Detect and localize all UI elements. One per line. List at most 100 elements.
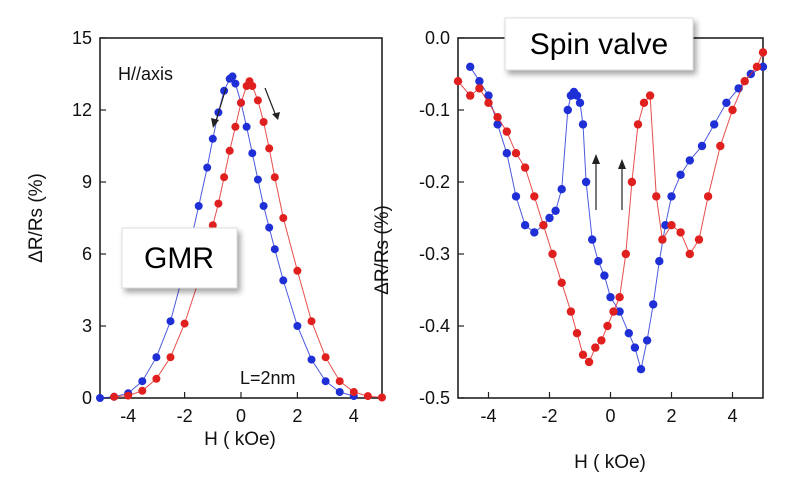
- spin-valve-x-axis-label: H ( kOe): [574, 452, 646, 473]
- gmr-series-1-point: [248, 149, 257, 158]
- gmr-x-tick-label: 4: [349, 406, 359, 426]
- spin-valve-series-2-point: [530, 192, 539, 201]
- spin-valve-series-1-point: [511, 192, 521, 201]
- spin-valve-x-tick-label: -4: [480, 406, 496, 426]
- gmr-series-1-point: [253, 175, 262, 184]
- spin-valve-x-tick-label: -2: [541, 406, 557, 426]
- gmr-series-1-point: [270, 245, 279, 254]
- spin-valve-series-2-point: [484, 98, 493, 108]
- spin-valve-series-2-point: [676, 228, 685, 237]
- spin-valve-series-1-point: [484, 91, 493, 100]
- spin-valve-series-1-point: [676, 170, 685, 179]
- gmr-series-1-point: [96, 394, 104, 402]
- spin-valve-series-1-point: [581, 177, 591, 187]
- gmr-series-1-point: [279, 276, 288, 285]
- switch-arrow-left-head-icon: [592, 154, 600, 164]
- spin-valve-series-1-point: [661, 221, 670, 230]
- spin-valve-series-2-point: [578, 350, 588, 359]
- spin-valve-series-1-point: [600, 271, 609, 280]
- gmr-series-1-point: [228, 72, 237, 81]
- gmr-series-2-point: [378, 393, 386, 402]
- gmr-series-2-point: [279, 214, 288, 222]
- gmr-series-1-point: [259, 202, 268, 210]
- spin-valve-y-tick-label: -0.3: [419, 244, 450, 264]
- spin-valve-series-2-point: [493, 113, 502, 122]
- gmr-x-tick-label: 2: [292, 406, 302, 426]
- gmr-series-1-point: [265, 223, 274, 232]
- spin-valve-series-1-point: [655, 257, 664, 266]
- spin-valve-series-1-point: [575, 98, 585, 108]
- gmr-series-2-point: [180, 319, 189, 328]
- field-direction-label: H//axis: [118, 64, 173, 84]
- spin-valve-series-1-point: [557, 185, 566, 194]
- gmr-series-2-point: [253, 96, 262, 105]
- gmr-series-2-point: [248, 82, 257, 90]
- spin-valve-series-1-point: [466, 62, 475, 71]
- gmr-panel: -4 -2 0 2 4 0 3 6 9 12 15 H ( kOe) ΔR/Rs (%) H//ax…: [26, 28, 386, 450]
- spin-valve-x-tick-label: 4: [727, 406, 737, 426]
- spin-valve-series-2-point: [609, 307, 618, 316]
- spin-valve-series-2-point: [597, 336, 606, 345]
- gmr-series-1-point: [194, 202, 203, 210]
- spin-valve-series-1-point: [636, 365, 646, 374]
- thickness-label: L=2nm: [240, 368, 296, 388]
- spin-valve-x-tick-label: 0: [605, 406, 615, 426]
- spin-valve-series-1-point: [642, 336, 652, 345]
- gmr-y-tick-label: 6: [82, 244, 92, 264]
- gmr-x-tick-label: 0: [236, 406, 246, 426]
- gmr-series-1-point: [231, 79, 240, 88]
- gmr-series-1-point: [321, 377, 330, 386]
- spin-valve-series-1-point: [710, 120, 719, 129]
- gmr-series-2-point: [349, 388, 358, 396]
- spin-valve-series-1-point: [758, 62, 768, 71]
- gmr-series-2-point: [220, 173, 229, 182]
- gmr-y-tick-label: 3: [82, 316, 92, 336]
- spin-valve-series-2-point: [633, 120, 643, 129]
- spin-valve-series-2-point: [621, 249, 630, 259]
- gmr-series-1-point: [242, 122, 251, 131]
- gmr-x-axis-label: H ( kOe): [204, 429, 276, 450]
- spin-valve-series-2-point: [652, 192, 661, 201]
- spin-valve-y-tick-label: -0.4: [419, 316, 450, 336]
- spin-valve-series-2-point: [645, 91, 655, 100]
- spin-valve-series-2-point: [591, 343, 600, 352]
- spin-valve-series-2-point: [572, 329, 582, 338]
- spin-valve-series-1-point: [697, 141, 707, 151]
- spin-valve-series-1-point: [588, 235, 597, 244]
- spin-valve-series-2-point: [466, 91, 475, 100]
- spin-valve-series-2-line: [457, 52, 764, 363]
- spin-valve-data-series: [453, 48, 768, 374]
- spin-valve-series-1-point: [667, 192, 676, 201]
- spin-valve-series-2-point: [694, 235, 704, 244]
- gmr-series-1-point: [335, 388, 344, 396]
- spin-valve-series-1-point: [685, 156, 694, 165]
- spin-valve-series-2-point: [520, 163, 530, 172]
- spin-valve-series-2-point: [728, 105, 737, 115]
- spin-valve-series-1-line: [469, 66, 764, 370]
- spin-valve-series-2-point: [475, 84, 484, 93]
- gmr-series-2-point: [214, 199, 223, 208]
- gmr-series-1-point: [166, 317, 175, 326]
- gmr-series-2-point: [293, 266, 302, 275]
- gmr-series-1-point: [307, 355, 316, 364]
- spin-valve-series-1-point: [649, 300, 658, 309]
- spin-valve-axis-ticks: -4 -2 0 2 4 0.0 -0.1 -0.2 -0.3 -0.4 -0.5: [419, 28, 738, 426]
- spin-valve-series-2-point: [511, 149, 521, 158]
- spin-valve-series-2-point: [557, 278, 566, 287]
- spin-valve-badge: Spin valve: [504, 17, 694, 71]
- spin-valve-series-2-point: [752, 62, 762, 71]
- spin-valve-series-1-point: [545, 213, 554, 223]
- gmr-series-2-point: [265, 144, 274, 153]
- sweep-arrow-left-head-icon: [211, 118, 219, 128]
- sweep-arrow-right-head-icon: [272, 112, 280, 120]
- gmr-x-tick-label: -2: [177, 406, 193, 426]
- sweep-arrow-right-icon: [264, 87, 277, 117]
- gmr-y-axis-label: ΔR/Rs (%): [26, 173, 47, 263]
- spin-valve-series-1-point: [630, 343, 640, 352]
- spin-valve-series-2-point: [566, 307, 576, 316]
- spin-valve-series-1-point: [566, 91, 576, 100]
- gmr-axis-ticks: -4 -2 0 2 4 0 3 6 9 12 15: [72, 28, 359, 426]
- gmr-series-2-point: [231, 122, 240, 131]
- spin-valve-series-1-point: [551, 206, 560, 215]
